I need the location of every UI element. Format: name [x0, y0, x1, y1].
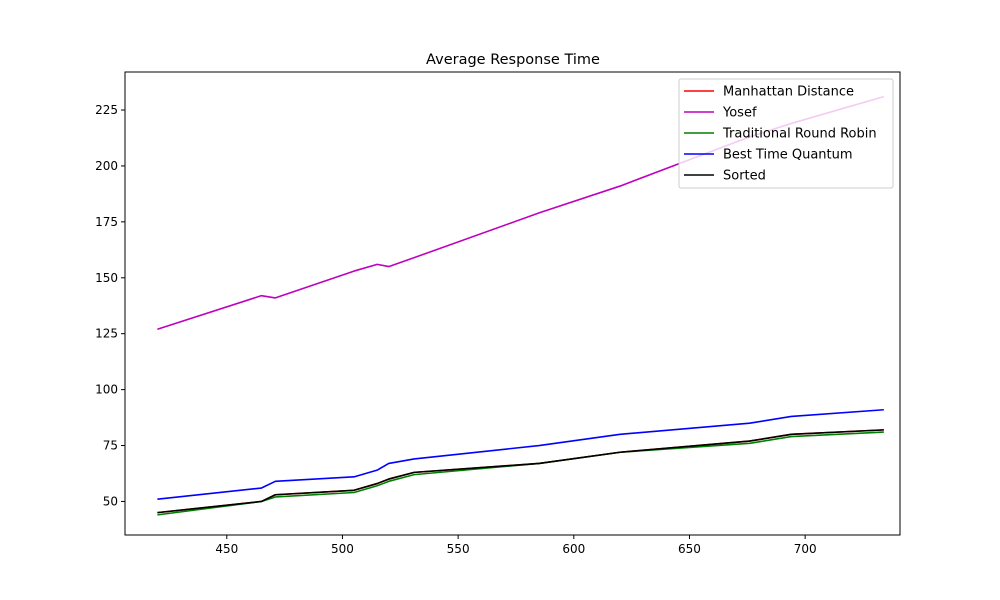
y-tick-label-7: 225	[95, 103, 118, 117]
series-line-3	[157, 408, 884, 501]
y-tick-label-0: 50	[103, 494, 118, 508]
y-tick-label-3: 125	[95, 327, 118, 341]
legend-label-0: Manhattan Distance	[723, 85, 854, 100]
x-axis: 450 500 550 600 650 700	[215, 535, 817, 556]
chart-title: Average Response Time	[426, 52, 600, 68]
y-tick-label-2: 100	[95, 383, 118, 397]
y-tick-label-5: 175	[95, 215, 118, 229]
legend-label-3: Best Time Quantum	[723, 148, 853, 163]
series-line-2	[157, 431, 884, 516]
legend-label-1: Yosef	[722, 106, 757, 121]
legend: Manhattan Distance Yosef Traditional Round…	[678, 78, 894, 189]
x-tick-label-4: 650	[678, 542, 701, 556]
legend-label-4: Sorted	[723, 169, 766, 184]
legend-label-2: Traditional Round Robin	[722, 127, 877, 142]
y-tick-label-4: 150	[95, 271, 118, 285]
legend-box	[678, 78, 894, 189]
plot-frame	[124, 71, 901, 536]
series-line-4	[157, 429, 884, 514]
x-tick-label-1: 500	[331, 542, 354, 556]
x-tick-label-2: 550	[447, 542, 470, 556]
y-axis: 50 75 100 125 150 175 200 225	[95, 103, 125, 508]
x-tick-label-0: 450	[215, 542, 238, 556]
x-tick-label-5: 700	[794, 542, 817, 556]
x-tick-label-3: 600	[562, 542, 585, 556]
y-tick-label-6: 200	[95, 159, 118, 173]
y-tick-label-1: 75	[103, 439, 118, 453]
